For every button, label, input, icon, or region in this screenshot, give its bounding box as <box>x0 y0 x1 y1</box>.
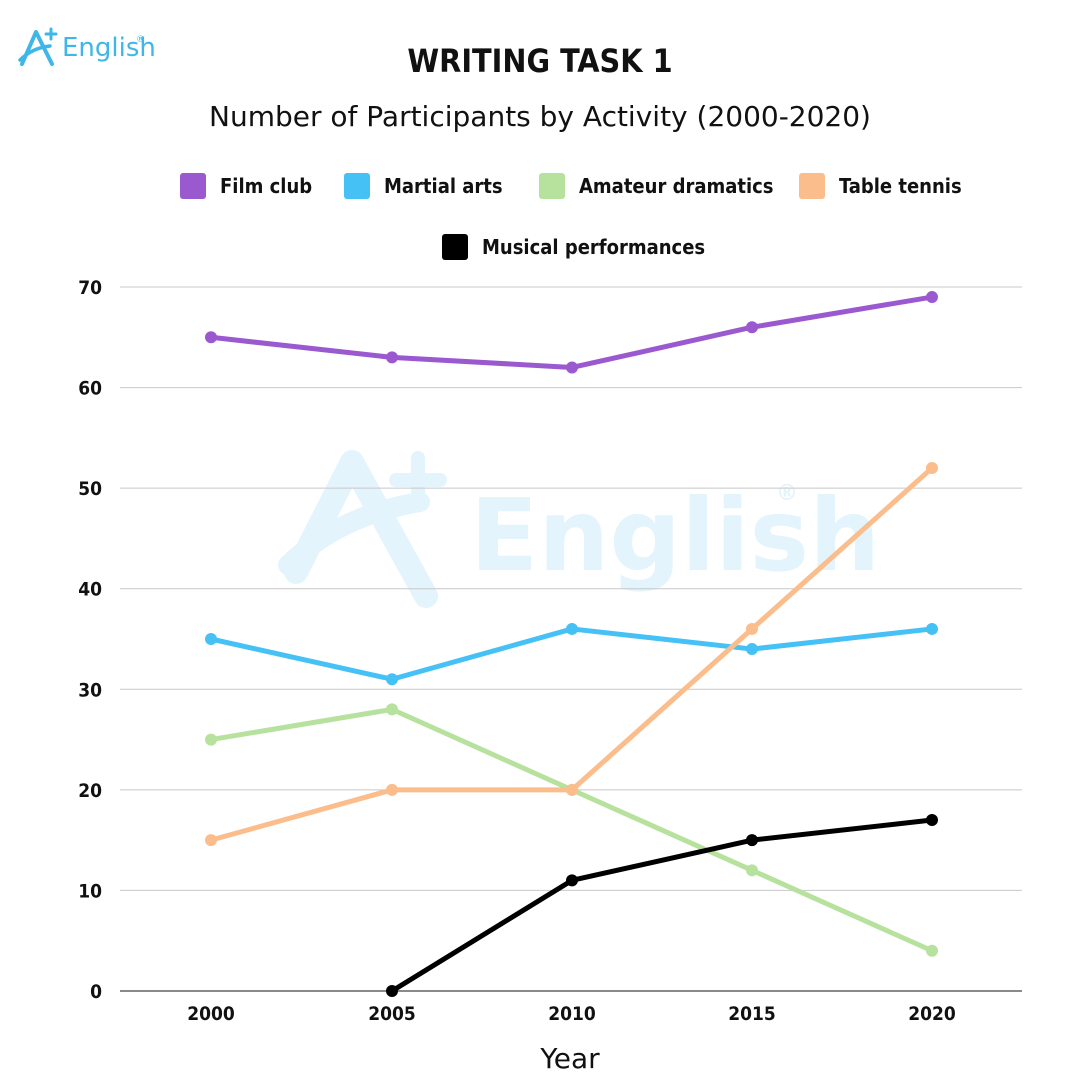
legend-swatch <box>180 173 206 199</box>
y-tick-label: 60 <box>78 378 102 400</box>
y-tick-label: 20 <box>78 780 102 802</box>
legend-swatch <box>799 173 825 199</box>
y-tick-label: 40 <box>78 579 102 601</box>
x-axis-title: Year <box>539 1042 600 1075</box>
data-point <box>205 834 217 847</box>
data-point <box>746 834 758 847</box>
data-point <box>926 462 938 475</box>
series-martial-arts <box>205 622 938 686</box>
data-point <box>386 783 398 796</box>
logo-registered: ® <box>136 35 145 45</box>
y-tick-label: 30 <box>78 679 102 701</box>
series-musical-performances <box>386 814 938 997</box>
legend-item-amateur-dramatics: Amateur dramatics <box>539 173 774 199</box>
chart-legend: Film club Martial arts Amateur dramatics Ta… <box>180 173 962 260</box>
series-table-tennis <box>205 462 938 847</box>
chart-subtitle: Number of Participants by Activity (2000… <box>209 100 871 133</box>
x-tick-label: 2015 <box>728 1003 776 1025</box>
watermark-registered: ® <box>776 481 798 506</box>
x-tick-label: 2020 <box>908 1003 956 1025</box>
data-point <box>386 673 398 686</box>
x-tick-label: 2005 <box>368 1003 416 1025</box>
chart-series <box>205 291 938 997</box>
data-point <box>746 643 758 656</box>
data-point <box>205 733 217 746</box>
legend-swatch <box>539 173 565 199</box>
y-tick-label: 50 <box>78 478 102 500</box>
data-point <box>205 633 217 645</box>
series-line-musical-performances <box>389 817 935 994</box>
series-film-club <box>205 291 938 374</box>
x-tick-label: 2010 <box>548 1003 596 1025</box>
watermark-logo: English ® <box>278 450 880 608</box>
legend-item-film-club: Film club <box>180 173 312 199</box>
data-point <box>205 331 217 344</box>
series-line-martial-arts <box>208 626 935 682</box>
data-point <box>926 944 938 957</box>
data-point <box>386 985 398 997</box>
brand-logo: English ® <box>18 27 156 66</box>
data-point <box>566 874 578 887</box>
x-axis-ticks: 2000 2005 2010 2015 2020 <box>187 1003 956 1025</box>
x-tick-label: 2000 <box>187 1003 235 1025</box>
data-point <box>926 622 938 635</box>
legend-swatch <box>442 234 468 260</box>
legend-label: Film club <box>220 174 312 198</box>
legend-item-table-tennis: Table tennis <box>799 173 962 199</box>
data-point <box>566 622 578 635</box>
watermark-text: English <box>470 477 880 594</box>
data-point <box>386 703 398 716</box>
data-point <box>746 864 758 877</box>
chart-title: WRITING TASK 1 <box>407 42 672 80</box>
legend-item-musical-performances: Musical performances <box>442 234 705 260</box>
series-line-film-club <box>208 294 935 370</box>
legend-item-martial-arts: Martial arts <box>344 173 503 199</box>
data-point <box>386 351 398 364</box>
y-axis-ticks: 0 10 20 30 40 50 60 70 <box>78 277 102 1003</box>
logo-text: English <box>62 33 156 63</box>
data-point <box>926 814 938 827</box>
data-point <box>746 321 758 334</box>
data-point <box>566 361 578 374</box>
legend-label: Musical performances <box>482 235 705 259</box>
legend-swatch <box>344 173 370 199</box>
data-point <box>566 783 578 796</box>
data-point <box>926 291 938 304</box>
y-tick-label: 0 <box>90 981 102 1003</box>
data-point <box>746 622 758 635</box>
y-tick-label: 70 <box>78 277 102 299</box>
legend-label: Table tennis <box>839 174 962 198</box>
y-tick-label: 10 <box>78 880 102 902</box>
legend-label: Amateur dramatics <box>579 174 774 198</box>
legend-label: Martial arts <box>384 174 503 198</box>
